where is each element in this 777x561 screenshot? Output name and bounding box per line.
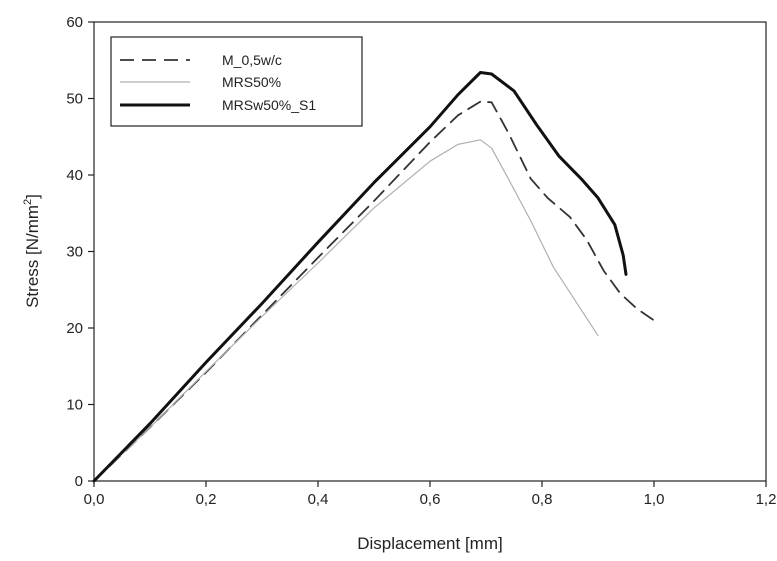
series-line-m-0-5w-c	[93, 100, 655, 482]
y-tick-label: 0	[75, 473, 83, 490]
y-axis-label-sup: 2	[22, 199, 34, 205]
x-tick-label: 0,8	[532, 491, 553, 508]
x-tick-label: 0,0	[84, 491, 105, 508]
y-tick-label: 20	[66, 320, 83, 337]
y-axis-label-main: Stress [N/mm	[23, 205, 42, 308]
y-tick-label: 50	[66, 91, 83, 108]
legend-label-m-0-5wc: M_0,5w/c	[222, 52, 282, 68]
x-tick-label: 0,2	[196, 491, 217, 508]
x-tick-label: 0,6	[420, 491, 441, 508]
y-axis-label-end: ]	[23, 194, 42, 199]
series-line-mrsw50-s1	[92, 71, 628, 483]
y-axis-label: Stress [N/mm2]	[22, 194, 42, 308]
legend-label-mrsw50-s1: MRSw50%_S1	[222, 97, 316, 113]
x-tick-label: 1,0	[644, 491, 665, 508]
y-tick-label: 10	[66, 397, 83, 414]
y-tick-label: 60	[66, 14, 83, 31]
y-tick-label: 40	[66, 167, 83, 184]
series-layer	[92, 71, 655, 483]
x-tick-label: 1,2	[756, 491, 777, 508]
legend-label-mrs50: MRS50%	[222, 74, 281, 90]
series-line-mrs50	[93, 139, 599, 482]
legend: M_0,5w/c MRS50% MRSw50%_S1	[110, 36, 363, 127]
axis-ticks: 0,0 0,2 0,4 0,6 0,8 1,0 1,2 0 10 20 30 40 50 60	[66, 14, 776, 508]
x-tick-label: 0,4	[308, 491, 329, 508]
y-tick-label: 30	[66, 244, 83, 261]
x-axis-label: Displacement [mm]	[357, 534, 502, 553]
